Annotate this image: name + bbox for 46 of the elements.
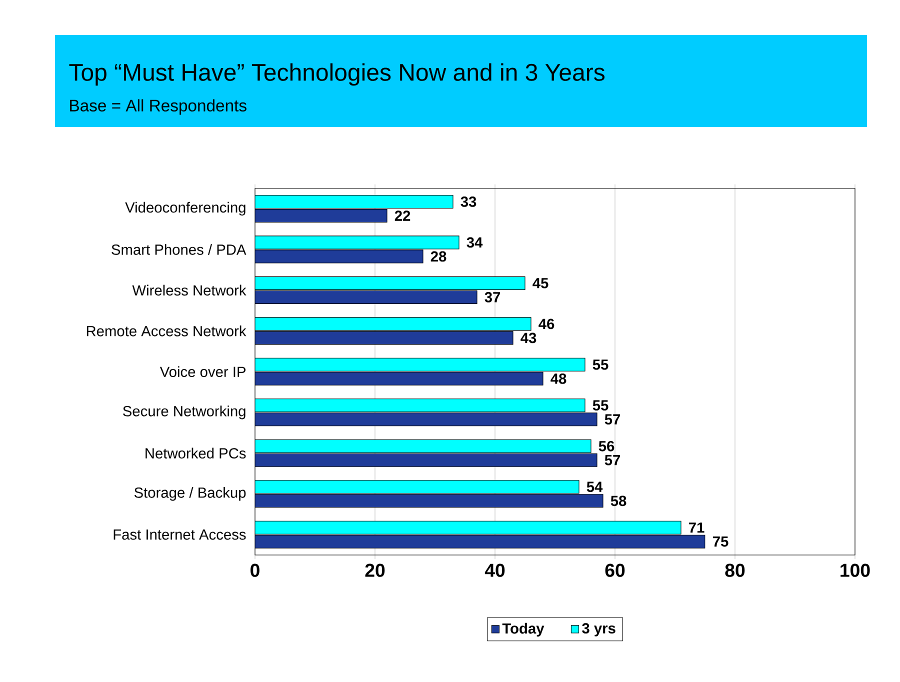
- bar: [255, 439, 592, 453]
- y-tick-label: Wireless Network: [132, 284, 246, 296]
- data-label: 22: [394, 210, 410, 221]
- data-label: 55: [592, 360, 608, 370]
- data-label: 56: [598, 440, 614, 452]
- data-label: 57: [604, 414, 620, 425]
- chart-title: Top “Must Have” Technologies Now and in 3 Years: [69, 63, 605, 86]
- chart-subtitle: Base = All Respondents: [70, 99, 246, 115]
- bar: [255, 276, 526, 290]
- y-tick-label: Remote Access Network: [86, 326, 246, 336]
- data-label: 46: [538, 318, 554, 330]
- data-label: 34: [466, 237, 483, 248]
- data-label: 28: [430, 251, 446, 262]
- data-label: 45: [532, 278, 548, 288]
- bar: [255, 358, 586, 372]
- x-tick-label: 0: [250, 564, 260, 577]
- x-tick-label: 80: [725, 564, 745, 577]
- data-label: 43: [520, 332, 536, 344]
- x-tick-label: 60: [605, 564, 625, 577]
- legend-label: 3 yrs: [582, 623, 616, 636]
- bar: [255, 194, 454, 208]
- data-label: 75: [713, 536, 728, 547]
- bar: [255, 398, 586, 412]
- data-label: 55: [592, 400, 608, 411]
- x-tick-label: 100: [840, 564, 870, 577]
- data-label: 57: [604, 455, 620, 466]
- y-tick-label: Videoconferencing: [125, 202, 246, 216]
- bar: [255, 480, 580, 494]
- data-label: 48: [550, 373, 566, 384]
- bar: [255, 520, 682, 534]
- y-tick-label: Networked PCs: [146, 448, 246, 459]
- y-tick-label: Storage / Backup: [134, 487, 246, 501]
- bar: [255, 236, 460, 250]
- x-tick-label: 20: [365, 564, 385, 577]
- y-tick-label: Smart Phones / PDA: [112, 244, 246, 255]
- data-label: 58: [610, 496, 626, 506]
- x-tick-label: 40: [484, 564, 505, 577]
- data-label: 71: [689, 522, 704, 533]
- bar: [255, 317, 532, 331]
- y-tick-label: Fast Internet Access: [114, 530, 246, 540]
- data-label: 33: [460, 196, 476, 207]
- y-tick-label: Voice over IP: [160, 366, 246, 378]
- data-label: 37: [484, 292, 500, 302]
- y-tick-label: Secure Networking: [123, 406, 246, 420]
- legend-label: Today: [502, 622, 544, 637]
- data-label: 54: [586, 482, 603, 492]
